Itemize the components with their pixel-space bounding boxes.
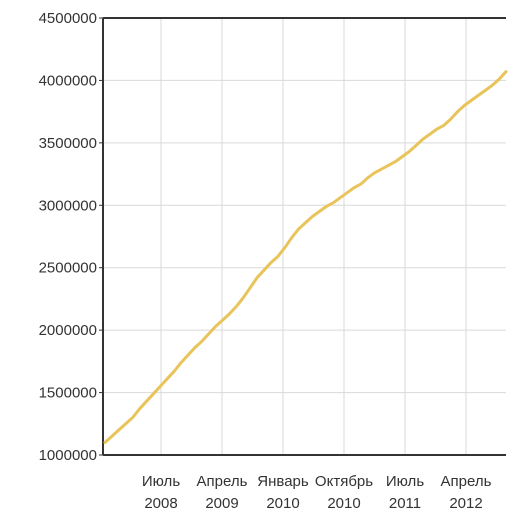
x-tick-label-month: Октябрь (315, 473, 373, 490)
y-tick-label: 3500000 (39, 135, 97, 152)
x-tick-label-month: Апрель (197, 473, 248, 490)
x-tick-label-month: Июль (386, 473, 424, 490)
x-tick-label-month: Январь (257, 473, 309, 490)
chart-axes (99, 17, 506, 456)
y-tick-label: 1000000 (39, 447, 97, 464)
y-tick-label: 1500000 (39, 385, 97, 402)
series-line (103, 70, 508, 444)
x-tick-label-year: 2010 (327, 495, 360, 512)
y-tick-label: 4000000 (39, 72, 97, 89)
y-tick-label: 4500000 (39, 10, 97, 27)
x-tick-label-year: 2009 (205, 495, 238, 512)
x-tick-label-year: 2010 (266, 495, 299, 512)
grid-lines (103, 18, 506, 455)
axis-labels: 4500000 4000000 3500000 3000000 2500000 20000… (39, 10, 492, 512)
x-tick-label-year: 2012 (449, 495, 482, 512)
x-tick-label-year: 2011 (389, 495, 421, 512)
x-tick-label-year: 2008 (144, 495, 177, 512)
y-tick-label: 2000000 (39, 322, 97, 339)
x-tick-label-month: Апрель (441, 473, 492, 490)
y-tick-label: 2500000 (39, 260, 97, 277)
series-layer (103, 70, 508, 444)
x-tick-label-month: Июль (142, 473, 180, 490)
y-tick-label: 3000000 (39, 197, 97, 214)
